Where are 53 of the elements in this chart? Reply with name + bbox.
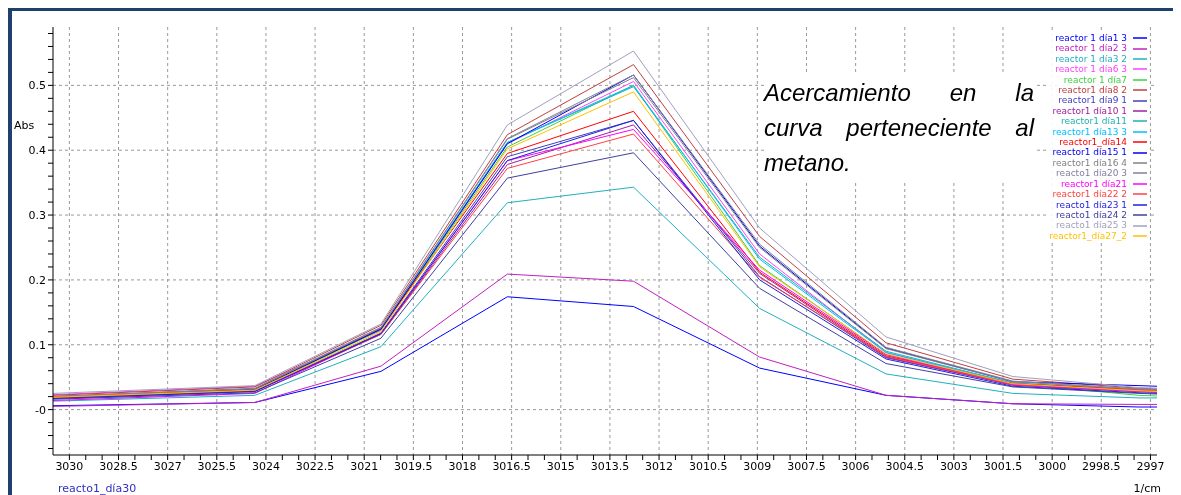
x-tick-label: 3013.5: [590, 459, 630, 473]
x-tick-label: 3010.5: [688, 459, 728, 473]
x-tick-label: 3015: [546, 459, 575, 473]
legend-label: reacto1 día23 1: [1056, 199, 1127, 210]
x-tick-label: 3003: [939, 459, 968, 473]
legend-label: reactor1 día13 3: [1052, 126, 1127, 138]
y-tick-label: 0.1: [28, 338, 46, 352]
legend-label: reactor 1 día3 2: [1055, 53, 1127, 65]
x-tick-label: 3009: [743, 459, 772, 473]
legend-label: reactor 1 día6 3: [1055, 64, 1127, 75]
y-axis-title: Abs: [14, 119, 35, 132]
x-tick-label: 3004.5: [885, 459, 924, 473]
x-tick-label: 3028.5: [99, 459, 138, 473]
x-tick-label: 3012: [645, 459, 674, 473]
x-tick-label: 3001.5: [983, 459, 1023, 473]
x-tick-label: 3030: [55, 459, 84, 473]
legend-label: reactor 1 día1 3: [1055, 33, 1127, 44]
legend-label: reactor1 día8 2: [1058, 85, 1127, 96]
legend-label: reactor1_día27_2: [1049, 230, 1127, 242]
x-tick-label: 3016.5: [492, 459, 531, 473]
legend-label: reacto1 día20 3: [1056, 168, 1127, 179]
x-tick-label: 3024: [251, 459, 280, 473]
x-tick-label: 3022.5: [295, 459, 335, 473]
x-tick-label: 3006: [841, 459, 870, 473]
legend-label: reacto1 día25 3: [1056, 220, 1127, 231]
legend-label: reactor1 día10 1: [1052, 105, 1127, 117]
x-tick-label: 2998.5: [1082, 459, 1121, 473]
x-axis-title: 1/cm: [1133, 482, 1161, 495]
legend-label: reacto1 día24 2: [1056, 209, 1127, 221]
legend-label: reactor1 día11: [1060, 116, 1127, 127]
x-tick-label: 3018: [448, 459, 477, 473]
x-tick-label: 3007.5: [787, 459, 826, 473]
x-tick-label: 3027: [153, 459, 182, 473]
y-tick-label: 0.2: [28, 273, 46, 287]
legend-label: reactor1_día14: [1059, 137, 1127, 148]
x-tick-label: 3021: [350, 459, 379, 473]
y-tick-label: -0: [35, 403, 46, 417]
legend-label: reactor1 día15 1: [1052, 147, 1127, 158]
legend-label: reactor1 día21: [1060, 178, 1127, 190]
x-tick-label: 3000: [1038, 459, 1067, 473]
annotation: Acercamiento en la curva perteneciente al metano.: [764, 75, 1034, 180]
x-tick-label: 3025.5: [197, 459, 237, 473]
y-tick-label: 0.4: [28, 144, 46, 158]
y-tick-label: 0.3: [28, 208, 46, 222]
legend-label: reactor1 día22 2: [1052, 189, 1127, 200]
text: reacto1_día30: [58, 482, 137, 495]
x-tick-label: 3019.5: [394, 459, 433, 473]
legend-label: reactor 1 día2 3: [1055, 43, 1127, 54]
legend-label: reactor1 día16 4: [1052, 157, 1127, 169]
y-tick-label: 0.5: [28, 79, 46, 93]
legend-label: reactor 1 día7: [1063, 74, 1127, 86]
legend-label: reactor1 día9 1: [1058, 95, 1127, 106]
x-tick-label: 2997: [1136, 459, 1165, 473]
